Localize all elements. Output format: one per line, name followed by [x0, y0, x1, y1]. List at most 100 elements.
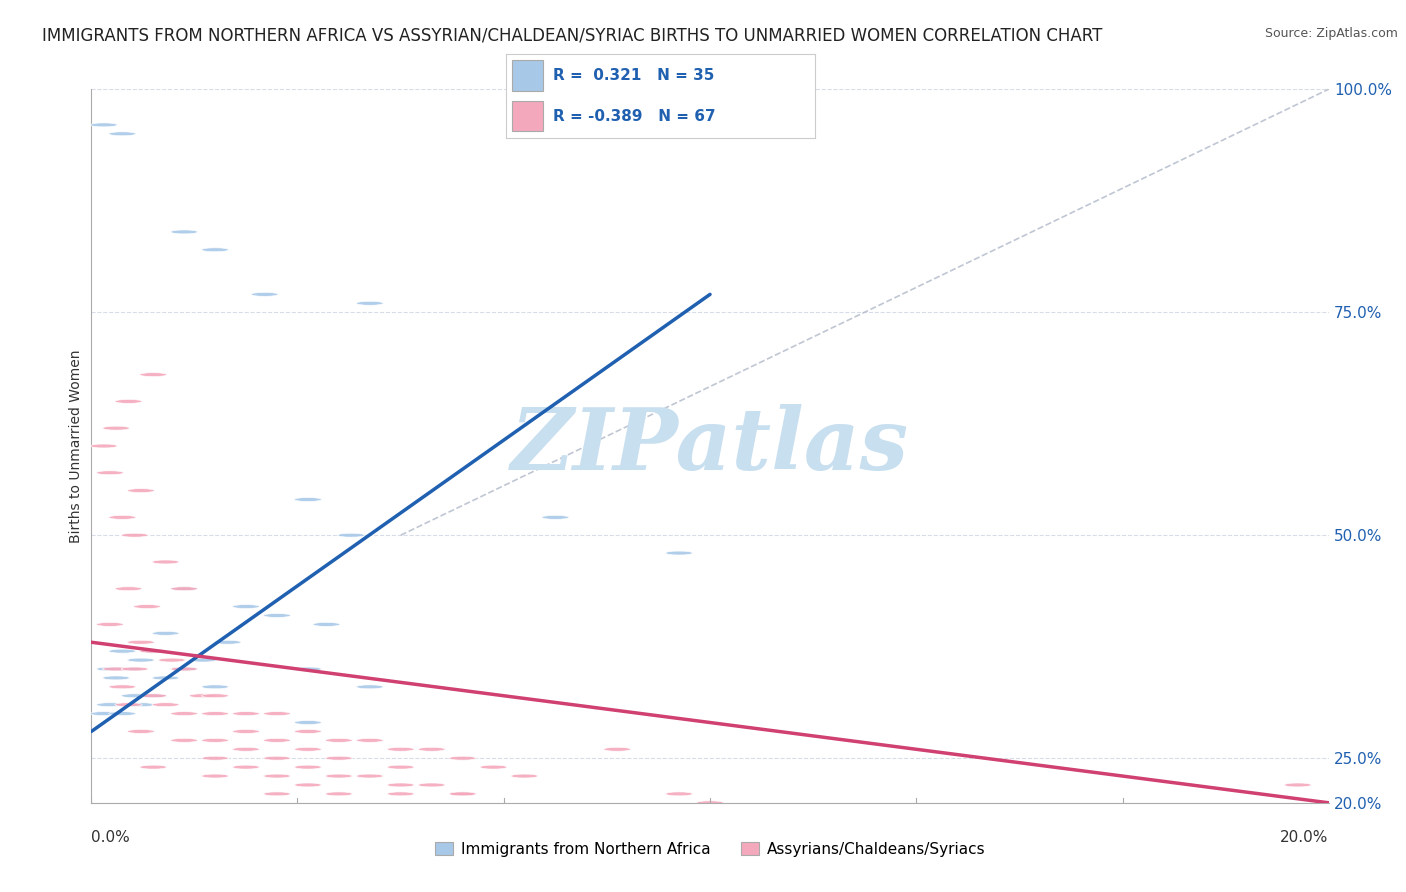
Circle shape [387, 765, 415, 769]
Circle shape [294, 730, 322, 733]
Circle shape [356, 685, 384, 689]
Circle shape [97, 703, 124, 706]
Circle shape [170, 712, 198, 715]
Circle shape [103, 667, 129, 671]
Circle shape [152, 703, 179, 706]
Circle shape [387, 747, 415, 751]
Circle shape [170, 230, 198, 234]
Circle shape [356, 739, 384, 742]
Circle shape [103, 426, 129, 430]
Circle shape [252, 293, 278, 296]
Circle shape [201, 685, 229, 689]
Circle shape [263, 792, 291, 796]
Text: Source: ZipAtlas.com: Source: ZipAtlas.com [1265, 27, 1399, 40]
Circle shape [232, 712, 260, 715]
Circle shape [325, 756, 353, 760]
Circle shape [128, 730, 155, 733]
Circle shape [541, 516, 569, 519]
Circle shape [97, 471, 124, 475]
Circle shape [325, 774, 353, 778]
Circle shape [294, 667, 322, 671]
Circle shape [232, 605, 260, 608]
Circle shape [139, 765, 167, 769]
Circle shape [603, 747, 631, 751]
Circle shape [115, 667, 142, 671]
Circle shape [263, 712, 291, 715]
Circle shape [263, 756, 291, 760]
Circle shape [115, 703, 142, 706]
Circle shape [294, 498, 322, 501]
Text: R =  0.321   N = 35: R = 0.321 N = 35 [553, 68, 714, 83]
Circle shape [665, 792, 693, 796]
Circle shape [139, 694, 167, 698]
Circle shape [121, 667, 148, 671]
Circle shape [201, 756, 229, 760]
Circle shape [97, 667, 124, 671]
Circle shape [201, 712, 229, 715]
Circle shape [108, 685, 136, 689]
Circle shape [128, 489, 155, 492]
Circle shape [387, 783, 415, 787]
Circle shape [1284, 783, 1312, 787]
Circle shape [356, 774, 384, 778]
Circle shape [190, 694, 217, 698]
Circle shape [314, 623, 340, 626]
Circle shape [90, 444, 117, 448]
Circle shape [325, 792, 353, 796]
Circle shape [152, 632, 179, 635]
Circle shape [108, 132, 136, 136]
Circle shape [152, 676, 179, 680]
Circle shape [97, 623, 124, 626]
Circle shape [479, 765, 508, 769]
Circle shape [190, 658, 217, 662]
Circle shape [201, 739, 229, 742]
Circle shape [115, 587, 142, 591]
Legend: Immigrants from Northern Africa, Assyrians/Chaldeans/Syriacs: Immigrants from Northern Africa, Assyria… [429, 836, 991, 863]
Circle shape [325, 739, 353, 742]
Circle shape [449, 792, 477, 796]
Circle shape [387, 792, 415, 796]
Text: 20.0%: 20.0% [1281, 830, 1329, 845]
Circle shape [449, 756, 477, 760]
Circle shape [90, 712, 117, 715]
Circle shape [418, 747, 446, 751]
Circle shape [263, 739, 291, 742]
Circle shape [356, 301, 384, 305]
Circle shape [139, 373, 167, 376]
Circle shape [449, 792, 477, 796]
Circle shape [294, 765, 322, 769]
Circle shape [170, 587, 198, 591]
Text: IMMIGRANTS FROM NORTHERN AFRICA VS ASSYRIAN/CHALDEAN/SYRIAC BIRTHS TO UNMARRIED : IMMIGRANTS FROM NORTHERN AFRICA VS ASSYR… [42, 27, 1102, 45]
Circle shape [139, 694, 167, 698]
Circle shape [121, 533, 148, 537]
Circle shape [665, 551, 693, 555]
Circle shape [337, 533, 364, 537]
Circle shape [214, 640, 240, 644]
Circle shape [139, 649, 167, 653]
Circle shape [103, 676, 129, 680]
Circle shape [152, 560, 179, 564]
Circle shape [294, 747, 322, 751]
Circle shape [108, 712, 136, 715]
Circle shape [139, 649, 167, 653]
Circle shape [232, 747, 260, 751]
Circle shape [418, 783, 446, 787]
Circle shape [134, 605, 160, 608]
Circle shape [294, 783, 322, 787]
Y-axis label: Births to Unmarried Women: Births to Unmarried Women [69, 350, 83, 542]
Text: ZIPatlas: ZIPatlas [510, 404, 910, 488]
Circle shape [108, 649, 136, 653]
Circle shape [128, 658, 155, 662]
Circle shape [263, 614, 291, 617]
Circle shape [115, 400, 142, 403]
Circle shape [170, 739, 198, 742]
Circle shape [263, 774, 291, 778]
Circle shape [170, 667, 198, 671]
FancyBboxPatch shape [512, 61, 543, 91]
Circle shape [232, 730, 260, 733]
Text: R = -0.389   N = 67: R = -0.389 N = 67 [553, 109, 716, 124]
Circle shape [201, 694, 229, 698]
Circle shape [696, 801, 724, 805]
Circle shape [159, 658, 186, 662]
Circle shape [510, 774, 538, 778]
